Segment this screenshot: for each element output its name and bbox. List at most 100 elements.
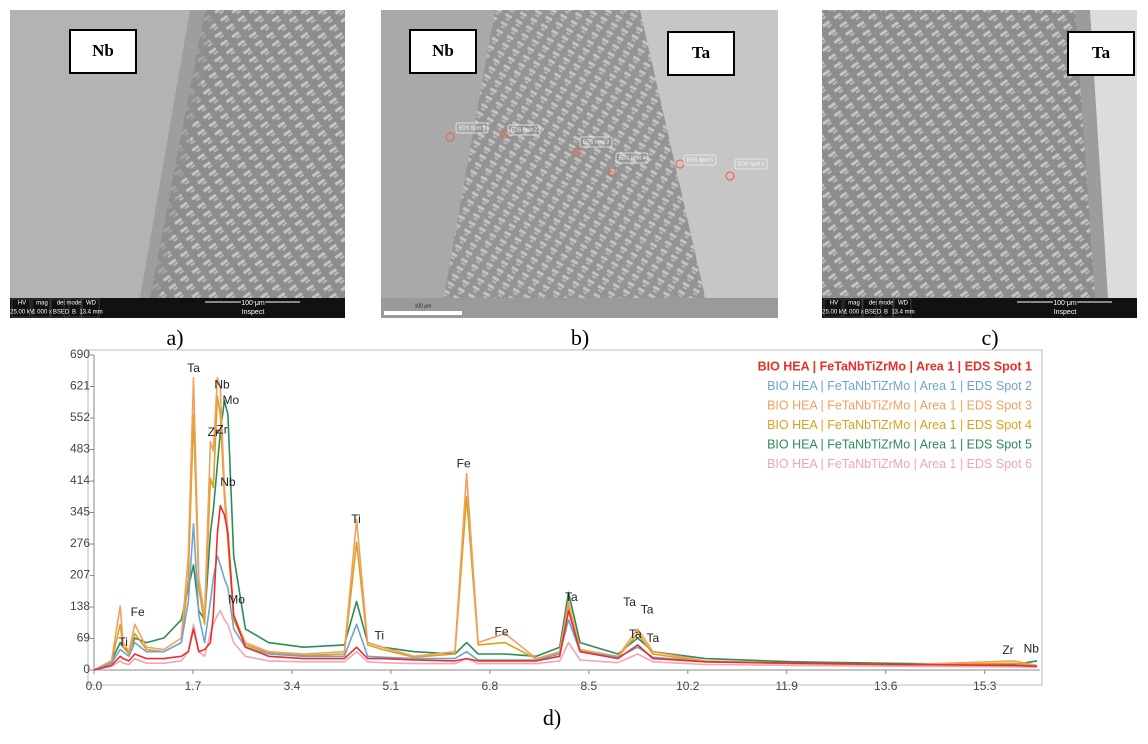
y-tick-label: 138	[70, 599, 90, 613]
info-value: 25.00 kV	[822, 310, 846, 316]
info-header: det	[869, 301, 878, 307]
software-label: Inspect	[1054, 309, 1077, 316]
legend-entry: BIO HEA | FeTaNbTiZrMo | Area 1 | EDS Sp…	[767, 457, 1032, 471]
peak-label: Fe	[131, 605, 145, 619]
peak-label: Ti	[351, 512, 361, 526]
info-value: BSED	[53, 310, 70, 316]
info-cell	[63, 298, 83, 318]
scale-label: 100 μm	[1053, 300, 1077, 307]
peak-label: Zr	[208, 425, 219, 439]
info-header: HV	[18, 301, 26, 307]
info-header: WD	[86, 301, 97, 307]
legend-entry: BIO HEA | FeTaNbTiZrMo | Area 1 | EDS Sp…	[767, 398, 1032, 412]
info-value: B	[72, 310, 76, 316]
tag-label: Ta	[692, 43, 711, 62]
y-tick-label: 207	[70, 568, 90, 582]
peak-label: Zr	[216, 422, 227, 436]
y-tick-label: 552	[70, 410, 90, 424]
peak-label: Nb	[1024, 642, 1040, 656]
info-value: 13.4 mm	[79, 310, 102, 316]
y-tick-label: 345	[70, 505, 90, 519]
info-header: HV	[830, 301, 838, 307]
peak-label: Ta	[565, 590, 578, 604]
tag-box	[667, 31, 735, 76]
legend-entry: BIO HEA | FeTaNbTiZrMo | Area 1 | EDS Sp…	[767, 437, 1032, 451]
tag-label: Ta	[1092, 43, 1111, 62]
x-tick-label: 13.6	[874, 679, 898, 693]
y-tick-label: 69	[77, 631, 91, 645]
x-tick-label: 8.5	[580, 679, 597, 693]
spot-marker	[725, 171, 735, 181]
x-tick-label: 11.9	[776, 679, 799, 693]
spot-label: EDS Spot 6	[738, 161, 764, 167]
peak-label: Fe	[457, 456, 471, 470]
info-value: 25.00 kV	[10, 310, 34, 316]
info-header: WD	[898, 301, 909, 307]
panel-label: c)	[981, 325, 998, 350]
spot-marker	[445, 132, 455, 142]
info-header: mode	[66, 301, 82, 307]
info-cell	[823, 298, 843, 318]
spectrum-line	[93, 609, 1038, 671]
x-tick-label: 15.3	[973, 679, 997, 693]
info-value: B	[884, 310, 888, 316]
x-tick-label: 5.1	[383, 679, 400, 693]
peak-label: Mo	[222, 393, 239, 407]
tag-box	[409, 29, 477, 74]
sem-image-b	[381, 10, 778, 318]
y-tick-label: 621	[70, 379, 90, 393]
info-cell	[11, 298, 31, 318]
panel-label: d)	[543, 705, 561, 730]
info-header: det	[57, 301, 66, 307]
tag-label: Nb	[432, 41, 454, 60]
info-header: mag	[36, 301, 48, 307]
spot-box	[734, 158, 768, 170]
y-tick-label: 483	[70, 442, 90, 456]
peak-label: Ta	[629, 627, 642, 641]
scale-label: 100 μm	[241, 300, 265, 307]
peak-label: Ta	[623, 595, 636, 609]
info-value: 1 000 x	[844, 310, 864, 316]
panel-label: b)	[571, 325, 589, 350]
software-label: Inspect	[242, 309, 265, 316]
peak-label: Fe	[494, 624, 508, 638]
spot-marker	[572, 147, 582, 157]
panel-label: a)	[166, 325, 183, 350]
spot-marker	[500, 129, 510, 139]
info-cell	[80, 298, 100, 318]
info-value: BSED	[865, 310, 882, 316]
peak-label: Ti	[118, 635, 128, 649]
spot-label: EDS Spot 4	[619, 155, 645, 161]
peak-label: Ta	[187, 361, 200, 375]
x-tick-label: 3.4	[284, 679, 301, 693]
spot-label: EDS Spot 2	[511, 127, 537, 133]
y-tick-label: 690	[70, 347, 90, 361]
x-tick-label: 10.2	[676, 679, 700, 693]
legend-entry: BIO HEA | FeTaNbTiZrMo | Area 1 | EDS Sp…	[767, 418, 1032, 432]
peak-label: Mo	[228, 592, 245, 606]
spot-box	[455, 122, 489, 134]
spot-box	[579, 136, 613, 148]
info-cell	[843, 298, 863, 318]
info-header: mag	[848, 301, 860, 307]
sem-image-a	[10, 10, 345, 318]
legend-entry: BIO HEA | FeTaNbTiZrMo | Area 1 | EDS Sp…	[758, 359, 1032, 373]
info-cell	[31, 298, 51, 318]
x-tick-label: 0.0	[86, 679, 103, 693]
info-cell	[892, 298, 912, 318]
tag-box	[1067, 31, 1135, 76]
spectrum-line	[93, 523, 1038, 671]
peak-label: Ti	[374, 628, 384, 642]
info-cell	[862, 298, 882, 318]
spot-box	[615, 152, 649, 164]
spot-label: EDS Spot 1	[459, 125, 485, 131]
info-value: 13.4 mm	[891, 310, 914, 316]
peak-label: Nb	[220, 475, 236, 489]
peak-label: Ta	[641, 602, 654, 616]
y-tick-label: 414	[70, 473, 90, 487]
spectrum-line	[93, 504, 1038, 671]
tag-label: Nb	[92, 41, 114, 60]
info-header: mode	[878, 301, 894, 307]
